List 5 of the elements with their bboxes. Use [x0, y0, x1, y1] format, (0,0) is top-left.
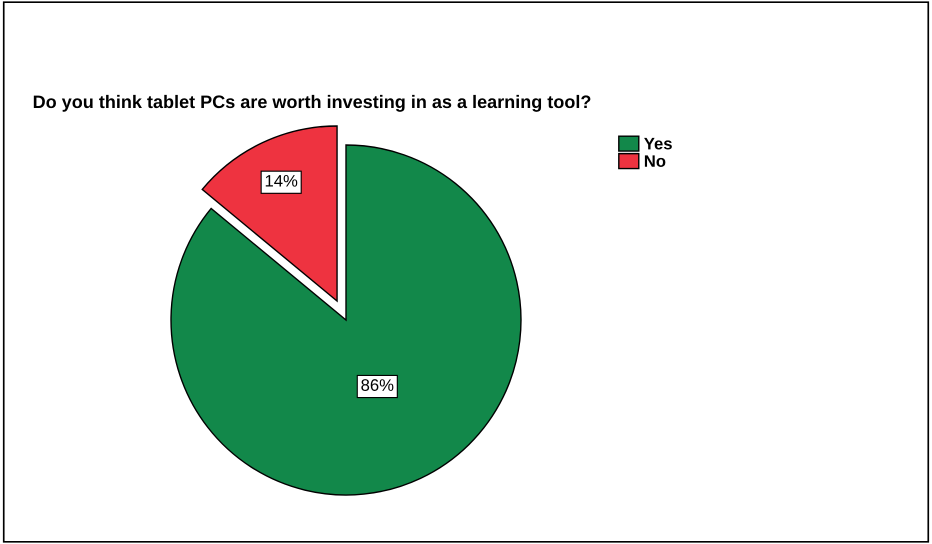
data-label: 86% — [361, 379, 394, 391]
legend-label: Yes — [644, 138, 672, 150]
legend-label: No — [644, 155, 666, 167]
data-label: 14% — [266, 174, 298, 187]
chart-title: Do you think tablet PCs are worth investing in as a learning tool? — [34, 94, 590, 112]
